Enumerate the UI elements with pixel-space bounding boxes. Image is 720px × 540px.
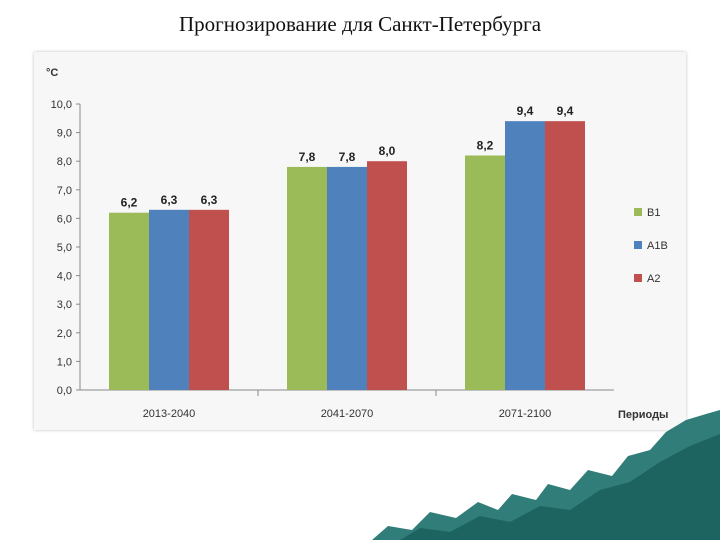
x-tick-label: 2071-2100 xyxy=(499,408,552,420)
data-label: 6,3 xyxy=(161,193,178,207)
bar-b1-2013-2040 xyxy=(109,212,149,390)
y-tick-label: 1,0 xyxy=(57,356,72,368)
bar-chart: °C 0,0 1,0 2,0 3,0 4,0 5,0 6,0 7,0 8,0 9,0 10,0 2013… xyxy=(46,67,668,421)
data-label: 8,2 xyxy=(477,138,494,152)
data-label: 7,8 xyxy=(339,150,356,164)
legend-swatch-a1b xyxy=(634,241,642,249)
y-tick-label: 7,0 xyxy=(57,185,72,197)
y-tick-label: 0,0 xyxy=(57,385,72,397)
y-axis-label: °C xyxy=(46,67,58,79)
data-label: 9,4 xyxy=(517,104,534,118)
y-tick-label: 10,0 xyxy=(51,99,72,111)
x-tick-label: 2013-2040 xyxy=(143,408,196,420)
x-tick-label: 2041-2070 xyxy=(321,408,374,420)
data-label: 8,0 xyxy=(379,144,396,158)
bar-a2-2041-2070 xyxy=(367,161,407,390)
legend-swatch-a2 xyxy=(634,274,642,282)
x-axis-label: Периоды xyxy=(618,409,668,421)
legend-label-b1: B1 xyxy=(647,207,660,219)
y-tick-label: 5,0 xyxy=(57,242,72,254)
chart-axes: °C 0,0 1,0 2,0 3,0 4,0 5,0 6,0 7,0 8,0 9,0 10,0 2013… xyxy=(46,67,668,421)
legend-swatch-b1 xyxy=(634,208,642,216)
chart-data-labels: 6,2 6,3 6,3 7,8 7,8 8,0 8,2 9,4 9,4 xyxy=(121,104,574,210)
wave-highlight xyxy=(400,434,720,540)
y-tick-label: 8,0 xyxy=(57,156,72,168)
y-tick-label: 3,0 xyxy=(57,299,72,311)
slide-title: Прогнозирование для Санкт-Петербурга xyxy=(178,12,542,36)
teal-wave-decoration-icon xyxy=(372,410,720,540)
y-tick-label: 4,0 xyxy=(57,271,72,283)
data-label: 6,2 xyxy=(121,196,138,210)
bar-b1-2071-2100 xyxy=(465,155,505,390)
bar-a1b-2013-2040 xyxy=(149,209,189,390)
chart-panel: °C 0,0 1,0 2,0 3,0 4,0 5,0 6,0 7,0 8,0 9,0 10,0 2013… xyxy=(34,52,686,430)
y-tick-label: 6,0 xyxy=(57,213,72,225)
chart-bars xyxy=(109,121,585,390)
bar-a2-2013-2040 xyxy=(189,209,229,390)
data-label: 7,8 xyxy=(299,150,316,164)
data-label: 9,4 xyxy=(557,104,574,118)
y-tick-label: 9,0 xyxy=(57,128,72,140)
bar-b1-2041-2070 xyxy=(287,166,327,390)
y-tick-label: 2,0 xyxy=(57,328,72,340)
bar-a1b-2041-2070 xyxy=(327,166,367,390)
data-label: 6,3 xyxy=(201,193,218,207)
bar-a2-2071-2100 xyxy=(545,121,585,390)
legend-label-a1b: A1B xyxy=(647,240,668,252)
legend-label-a2: A2 xyxy=(647,273,660,285)
bar-a1b-2071-2100 xyxy=(505,121,545,390)
chart-legend: B1 A1B A2 xyxy=(634,207,668,285)
